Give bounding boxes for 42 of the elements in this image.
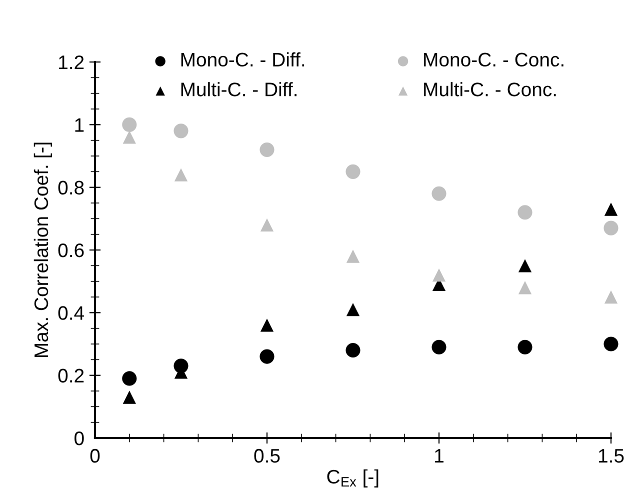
x-axis-title: C$_{Ex}$ [-] <box>327 469 378 488</box>
legend-label: Mono-C. - Diff. <box>181 52 304 67</box>
point <box>122 390 136 404</box>
point <box>122 130 136 144</box>
point <box>346 164 360 179</box>
legend-label: Multi-C. - Conc. <box>424 82 556 96</box>
point <box>122 371 137 386</box>
point <box>604 202 618 216</box>
point <box>432 340 446 354</box>
x-tick-label: 0 <box>90 448 100 463</box>
y-tick-label: 0.2 <box>58 368 84 383</box>
y-tick-label: 1 <box>75 118 84 132</box>
legend-label: Multi-C. - Diff. <box>181 82 296 96</box>
point <box>174 124 188 138</box>
point <box>432 268 446 282</box>
point <box>432 186 446 201</box>
x-tick-label: 1 <box>435 449 444 463</box>
point <box>122 117 137 132</box>
point <box>260 142 274 158</box>
y-tick-label: 0.4 <box>58 306 84 320</box>
point <box>518 259 532 272</box>
y-tick-label: 0.8 <box>58 180 84 195</box>
legend-label: Mono-C. - Conc. <box>424 52 564 67</box>
point <box>260 218 274 232</box>
x-tick-label: 0.5 <box>254 448 280 463</box>
point <box>604 220 618 236</box>
point <box>346 342 360 358</box>
x-tick-label: 1.5 <box>598 449 624 463</box>
point <box>260 349 274 364</box>
point <box>260 318 274 332</box>
y-tick-label: 0 <box>74 431 84 446</box>
point <box>604 336 618 352</box>
y-axis-title: Max. Correlation Coef. [-] <box>34 142 52 357</box>
point <box>518 281 532 294</box>
point <box>174 168 188 182</box>
y-tick-label: 0.6 <box>58 243 84 258</box>
point <box>346 302 360 316</box>
point <box>518 205 532 220</box>
point <box>346 250 360 263</box>
point <box>518 340 532 354</box>
y-tick-label: 1.2 <box>59 55 84 70</box>
point <box>604 290 618 304</box>
